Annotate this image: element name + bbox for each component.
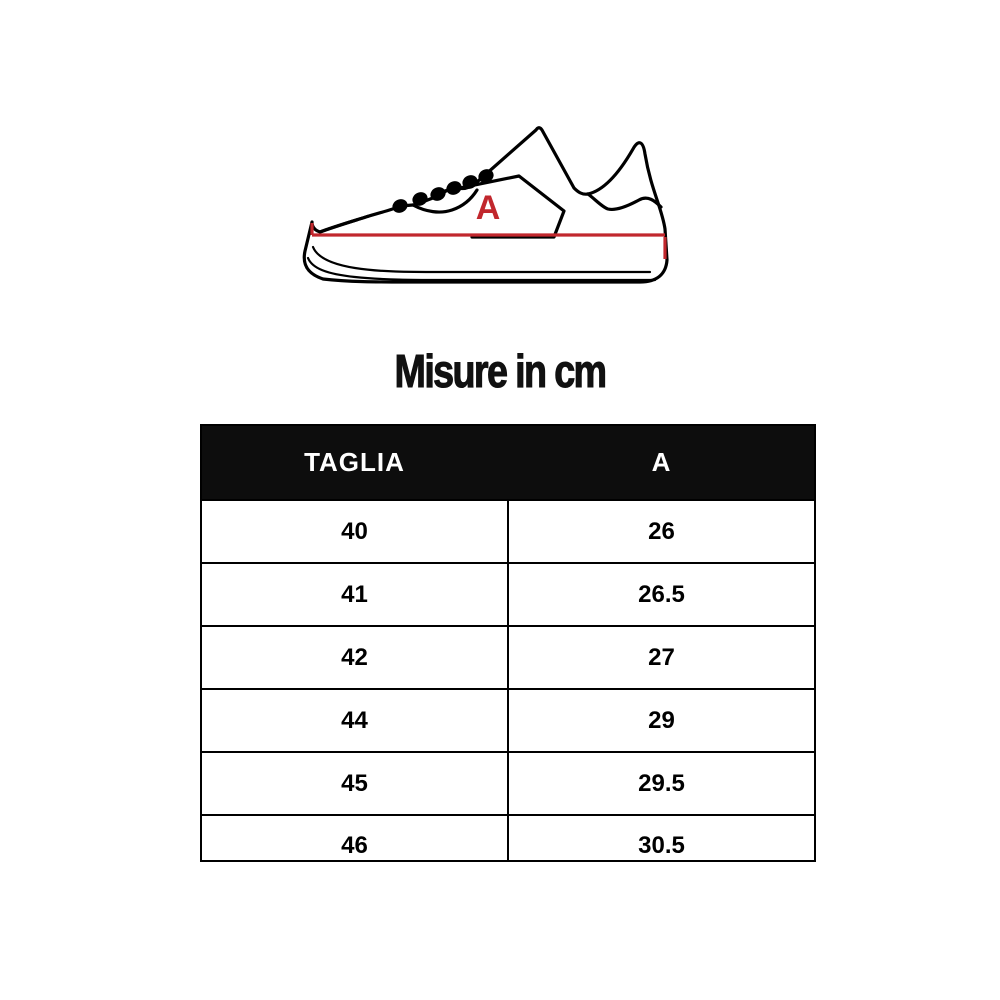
svg-text:A: A — [476, 189, 501, 227]
